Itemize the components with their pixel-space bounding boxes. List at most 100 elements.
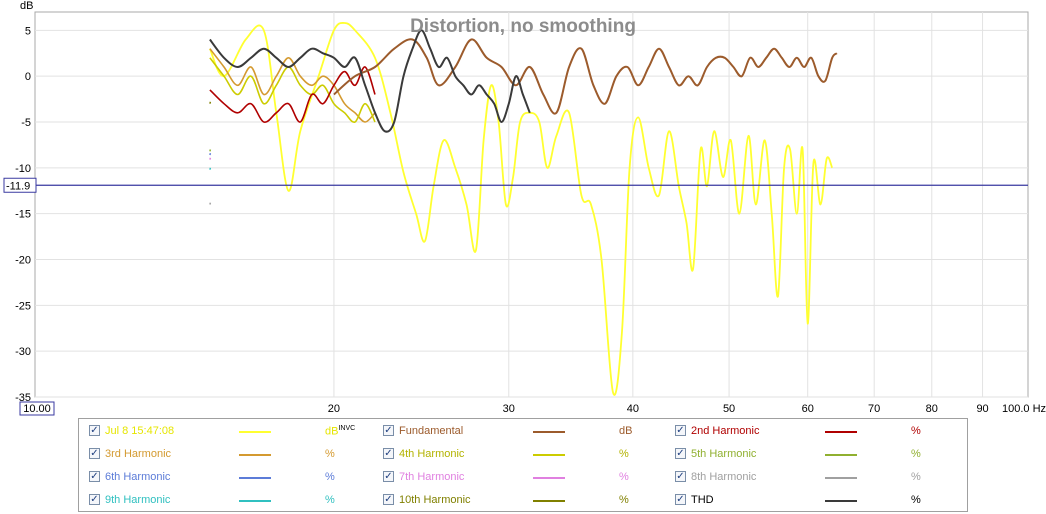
x-tick-label: 30 [503, 403, 515, 415]
y-tick-label: 0 [25, 71, 31, 83]
legend-item[interactable]: ✓ 3rd Harmonic% [89, 445, 369, 463]
legend-unit: % [619, 471, 629, 483]
legend-checkbox[interactable]: ✓ [383, 471, 394, 482]
legend-checkbox[interactable]: ✓ [89, 494, 100, 505]
x-tick-label: 100.0 Hz [1002, 403, 1046, 415]
legend-unit: % [619, 448, 629, 460]
legend-checkbox[interactable]: ✓ [675, 471, 686, 482]
legend-unit-text: % [911, 494, 921, 506]
legend-unit: % [325, 471, 335, 483]
legend-swatch [533, 500, 565, 502]
y-axis-unit-label: dB [20, 0, 33, 12]
legend-item[interactable]: ✓ 8th Harmonic% [675, 468, 955, 486]
legend-item[interactable]: ✓ Jul 8 15:47:08 dBINVC [89, 422, 369, 440]
legend-item[interactable]: ✓ 7th Harmonic% [383, 468, 663, 486]
legend-checkbox[interactable]: ✓ [383, 425, 394, 436]
legend-label: Jul 8 15:47:08 [105, 425, 175, 437]
series-2nd-harmonic-line [209, 66, 376, 123]
series-5th-harmonic-line [209, 149, 212, 152]
y-tick-label: -30 [15, 346, 31, 358]
legend-item[interactable]: ✓ 10th Harmonic% [383, 491, 663, 509]
legend-unit-text: % [619, 448, 629, 460]
legend-unit: % [911, 425, 921, 437]
legend-label: 3rd Harmonic [105, 448, 172, 460]
y-tick-label: -25 [15, 300, 31, 312]
legend-unit-text: % [619, 471, 629, 483]
legend-label: Fundamental [399, 425, 464, 437]
x-tick-label: 80 [926, 403, 938, 415]
legend-item[interactable]: ✓ 9th Harmonic% [89, 491, 369, 509]
series-3rd-harmonic-line [209, 48, 376, 123]
distortion-chart: 50-5-10-15-20-25-30-35 10.00 20 30 40 50 60 70… [3, 0, 1046, 416]
legend-item[interactable]: ✓ 5th Harmonic% [675, 445, 955, 463]
legend-checkbox[interactable]: ✓ [89, 448, 100, 459]
series-6th-harmonic-line [209, 152, 212, 156]
legend-label: 5th Harmonic [691, 448, 757, 460]
legend-item[interactable]: ✓ Fundamental dB [383, 422, 663, 440]
y-tick-label: -5 [21, 117, 31, 129]
legend-unit-text: % [911, 425, 921, 437]
x-tick-label: 50 [723, 403, 735, 415]
series-layer [209, 22, 838, 396]
legend-checkbox[interactable]: ✓ [89, 471, 100, 482]
y-tick-label: 5 [25, 25, 31, 37]
x-tick-label: 90 [976, 403, 988, 415]
legend-unit-text: % [325, 448, 335, 460]
series-8th-harmonic-line [209, 202, 212, 205]
y-tick-label: -10 [15, 163, 31, 175]
legend-swatch [239, 500, 271, 502]
legend-unit-text: dB [325, 425, 339, 438]
legend-checkbox[interactable]: ✓ [675, 494, 686, 505]
legend-swatch [239, 477, 271, 479]
y-tick-label: -15 [15, 209, 31, 221]
y-tick-label: -35 [15, 392, 31, 404]
legend-swatch [825, 500, 857, 502]
legend-label: THD [691, 494, 714, 506]
legend-label: 6th Harmonic [105, 471, 171, 483]
legend-unit-superscript: INVC [338, 425, 356, 432]
series-9th-harmonic-line [209, 167, 212, 170]
chart-title: Distortion, no smoothing [410, 16, 636, 37]
x-tick-label: 60 [802, 403, 814, 415]
legend-label: 8th Harmonic [691, 471, 757, 483]
x-tick-label: 40 [627, 403, 639, 415]
series-7th-harmonic-line [209, 157, 212, 160]
series-fundamental-line [333, 38, 838, 115]
legend-label: 2nd Harmonic [691, 425, 760, 437]
legend-checkbox[interactable]: ✓ [383, 494, 394, 505]
legend-unit-text: dB [619, 425, 633, 437]
legend-unit-text: % [911, 471, 921, 483]
legend-unit-text: % [325, 494, 335, 506]
legend-swatch [239, 454, 271, 456]
legend: ✓ Jul 8 15:47:08 dBINVC ✓ Fundamental dB ✓ 2nd … [78, 418, 968, 512]
legend-swatch [533, 454, 565, 456]
x-tick-label: 10.00 [23, 403, 51, 415]
x-tick-label: 70 [868, 403, 880, 415]
legend-unit: % [911, 494, 921, 506]
legend-checkbox[interactable]: ✓ [89, 425, 100, 436]
series-thd-line [209, 29, 531, 133]
legend-label: 10th Harmonic [399, 494, 471, 506]
legend-item[interactable]: ✓ THD% [675, 491, 955, 509]
cursor-value-label: -11.9 [6, 180, 30, 192]
legend-checkbox[interactable]: ✓ [675, 425, 686, 436]
legend-unit: dB [619, 425, 632, 437]
legend-swatch [825, 431, 857, 433]
legend-swatch [825, 454, 857, 456]
legend-unit: % [619, 494, 629, 506]
legend-checkbox[interactable]: ✓ [675, 448, 686, 459]
legend-item[interactable]: ✓ 6th Harmonic% [89, 468, 369, 486]
legend-unit: % [325, 448, 335, 460]
legend-checkbox[interactable]: ✓ [383, 448, 394, 459]
legend-unit-text: % [325, 471, 335, 483]
legend-unit: dBINVC [325, 425, 355, 438]
legend-label: 4th Harmonic [399, 448, 465, 460]
legend-swatch [239, 431, 271, 433]
legend-item[interactable]: ✓ 4th Harmonic% [383, 445, 663, 463]
legend-unit: % [325, 494, 335, 506]
legend-unit: % [911, 471, 921, 483]
legend-unit-text: % [619, 494, 629, 506]
x-start-box [19, 401, 55, 416]
series-4th-harmonic-line [209, 57, 376, 123]
legend-item[interactable]: ✓ 2nd Harmonic% [675, 422, 955, 440]
